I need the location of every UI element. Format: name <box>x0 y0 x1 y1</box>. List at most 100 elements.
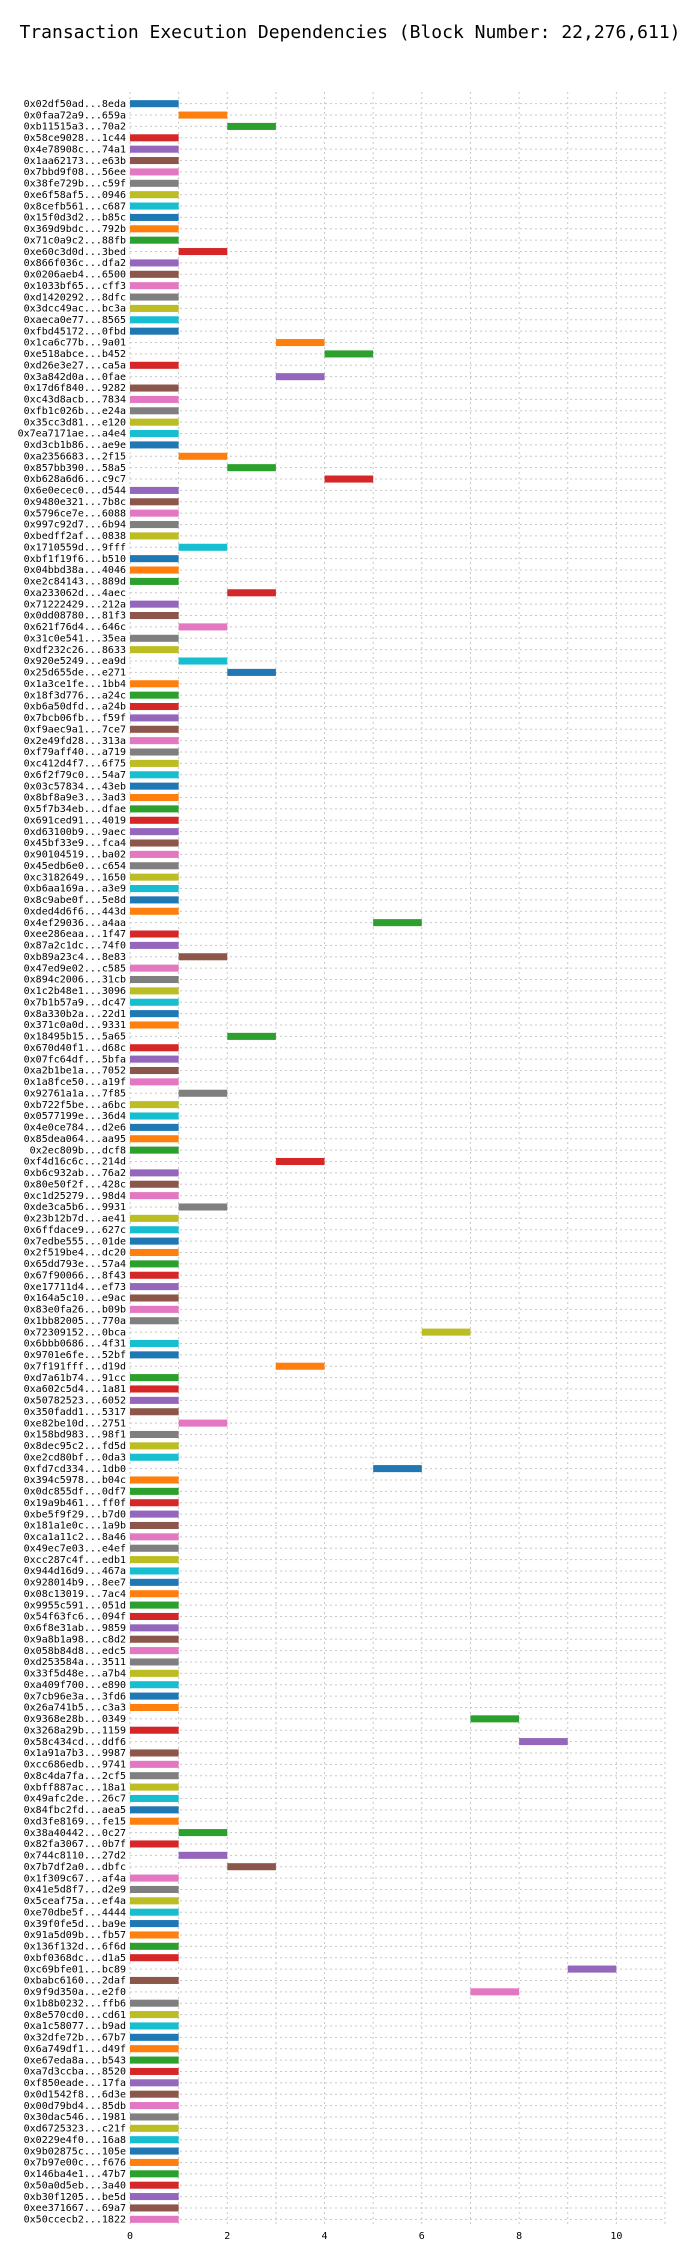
bar-16 <box>130 282 179 290</box>
bar-134 <box>130 1624 179 1632</box>
row-label-107: 0x1bb82005...770a <box>24 1316 126 1327</box>
row-label-26: 0xc43d8acb...7834 <box>24 395 126 406</box>
row-label-181: 0x7b97e00c...f676 <box>24 2158 126 2169</box>
row-label-43: 0xa233062d...4aec <box>24 588 126 599</box>
row-label-135: 0x9a8b1a98...c8d2 <box>24 1634 126 1645</box>
row-label-159: 0xe70dbe5f...4444 <box>24 1907 126 1918</box>
row-label-91: 0x85dea064...aa95 <box>24 1134 126 1145</box>
row-label-76: 0x47ed9e02...c585 <box>24 963 126 974</box>
bar-49 <box>178 657 228 665</box>
bar-25 <box>130 384 179 392</box>
row-label-126: 0xca1a11c2...8a46 <box>24 1532 126 1543</box>
bar-95 <box>130 1180 179 1188</box>
row-label-112: 0xd7a61b74...91cc <box>24 1373 126 1384</box>
row-label-117: 0x158bd983...98f1 <box>24 1430 126 1441</box>
bar-118 <box>130 1442 179 1450</box>
row-label-180: 0x9b02875c...105e <box>24 2146 126 2157</box>
bar-54 <box>130 714 179 722</box>
bar-82 <box>227 1032 276 1040</box>
bar-30 <box>130 441 179 449</box>
bar-26 <box>130 395 179 403</box>
row-label-157: 0x41e5d8f7...d2e9 <box>24 1885 126 1896</box>
bar-33 <box>324 475 374 483</box>
bar-117 <box>130 1430 179 1439</box>
bar-107 <box>130 1317 179 1325</box>
row-label-142: 0x9368e28b...0349 <box>24 1714 126 1725</box>
row-label-154: 0x744c8110...27d2 <box>24 1851 126 1862</box>
bar-172 <box>130 2056 179 2064</box>
row-label-143: 0x3268a29b...1159 <box>24 1725 126 1736</box>
bar-3 <box>130 134 179 142</box>
bar-147 <box>130 1772 179 1780</box>
bar-124 <box>130 1510 179 1518</box>
bar-12 <box>130 236 179 244</box>
row-label-171: 0x6a749df1...d49f <box>24 2044 126 2055</box>
row-label-186: 0x50ccecb2...1822 <box>24 2215 126 2226</box>
bar-115 <box>130 1408 179 1416</box>
row-label-9: 0x8cefb561...c687 <box>24 201 126 212</box>
row-label-111: 0x7f191fff...d19d <box>24 1361 126 1372</box>
bar-100 <box>130 1237 179 1245</box>
row-label-74: 0x87a2c1dc...74f0 <box>24 941 126 952</box>
row-label-113: 0xa602c5d4...1a81 <box>24 1384 126 1395</box>
row-label-28: 0x35cc3d81...e120 <box>24 417 126 428</box>
bar-55 <box>130 725 179 733</box>
bar-97 <box>178 1203 228 1211</box>
bar-135 <box>130 1635 179 1643</box>
row-label-88: 0xb722f5be...a6bc <box>24 1100 126 1111</box>
bar-106 <box>130 1305 179 1313</box>
bar-18 <box>130 304 179 312</box>
row-label-42: 0xe2c84143...889d <box>24 577 126 588</box>
row-label-64: 0xd63100b9...9aec <box>24 827 126 838</box>
row-label-0: 0x02df50ad...8eda <box>24 99 126 110</box>
x-tick-label: 4 <box>322 2231 328 2242</box>
bar-149 <box>130 1794 179 1802</box>
row-label-7: 0x38fe729b...c59f <box>24 179 126 190</box>
bar-45 <box>130 612 179 620</box>
bar-153 <box>130 1840 179 1848</box>
bar-185 <box>130 2204 179 2212</box>
bar-15 <box>130 270 179 278</box>
row-label-38: 0xbedff2af...0838 <box>24 531 126 542</box>
bar-57 <box>130 748 179 756</box>
row-label-150: 0x84fbc2fd...aea5 <box>24 1805 126 1816</box>
x-tick-label: 0 <box>127 2231 133 2242</box>
bar-59 <box>130 771 179 779</box>
row-label-137: 0xd253584a...3511 <box>24 1657 126 1668</box>
bar-169 <box>130 2022 179 2030</box>
row-label-148: 0xbff887ac...18a1 <box>24 1782 126 1793</box>
row-label-85: 0xa2b1be1a...7052 <box>24 1066 126 1077</box>
bar-63 <box>130 816 179 824</box>
row-label-147: 0x8c4da7fa...2cf5 <box>24 1771 126 1782</box>
bar-19 <box>130 316 179 324</box>
row-label-53: 0xb6a50dfd...a24b <box>24 702 126 713</box>
row-label-12: 0x71c0a9c2...88fb <box>24 235 126 246</box>
bar-126 <box>130 1533 179 1541</box>
bar-151 <box>130 1817 179 1825</box>
row-label-6: 0x7bbd9f08...56ee <box>24 167 126 178</box>
bar-69 <box>130 884 179 893</box>
bar-129 <box>130 1567 179 1575</box>
bar-85 <box>130 1066 179 1075</box>
bar-111 <box>275 1362 325 1370</box>
bar-0 <box>130 100 179 108</box>
bar-180 <box>130 2147 179 2155</box>
row-label-179: 0x0229e4f0...16a8 <box>24 2135 126 2146</box>
row-label-48: 0xdf232c26...8633 <box>24 645 126 656</box>
bar-67 <box>130 862 179 870</box>
bar-186 <box>130 2215 179 2223</box>
row-label-55: 0xf9aec9a1...7ce7 <box>24 724 126 735</box>
row-label-35: 0x9480e321...7b8c <box>24 497 126 508</box>
bar-130 <box>130 1578 179 1586</box>
bar-78 <box>130 987 179 995</box>
bar-44 <box>130 600 179 608</box>
row-label-83: 0x670d40f1...d68c <box>24 1043 126 1054</box>
bar-89 <box>130 1112 179 1120</box>
bar-133 <box>130 1612 179 1620</box>
bar-23 <box>130 361 179 369</box>
bar-50 <box>227 668 276 676</box>
row-label-5: 0x1aa62173...e63b <box>24 156 126 167</box>
row-label-101: 0x2f519be4...dc20 <box>24 1248 126 1259</box>
